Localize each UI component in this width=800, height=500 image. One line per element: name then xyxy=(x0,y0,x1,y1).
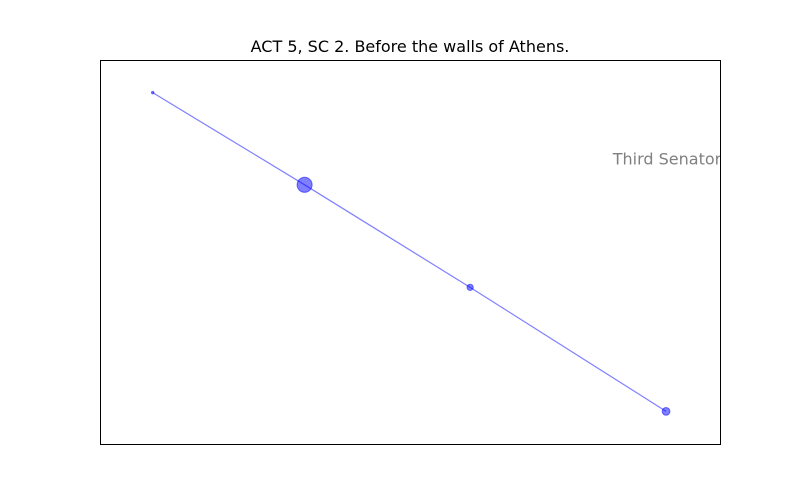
chart-title: ACT 5, SC 2. Before the walls of Athens. xyxy=(251,37,570,56)
data-point xyxy=(150,90,155,95)
plot-frame xyxy=(100,60,721,445)
data-point xyxy=(296,176,313,193)
series-line xyxy=(152,92,667,412)
data-point xyxy=(661,406,671,416)
data-point xyxy=(466,283,474,291)
annotation-label: Third Senator xyxy=(612,150,722,169)
